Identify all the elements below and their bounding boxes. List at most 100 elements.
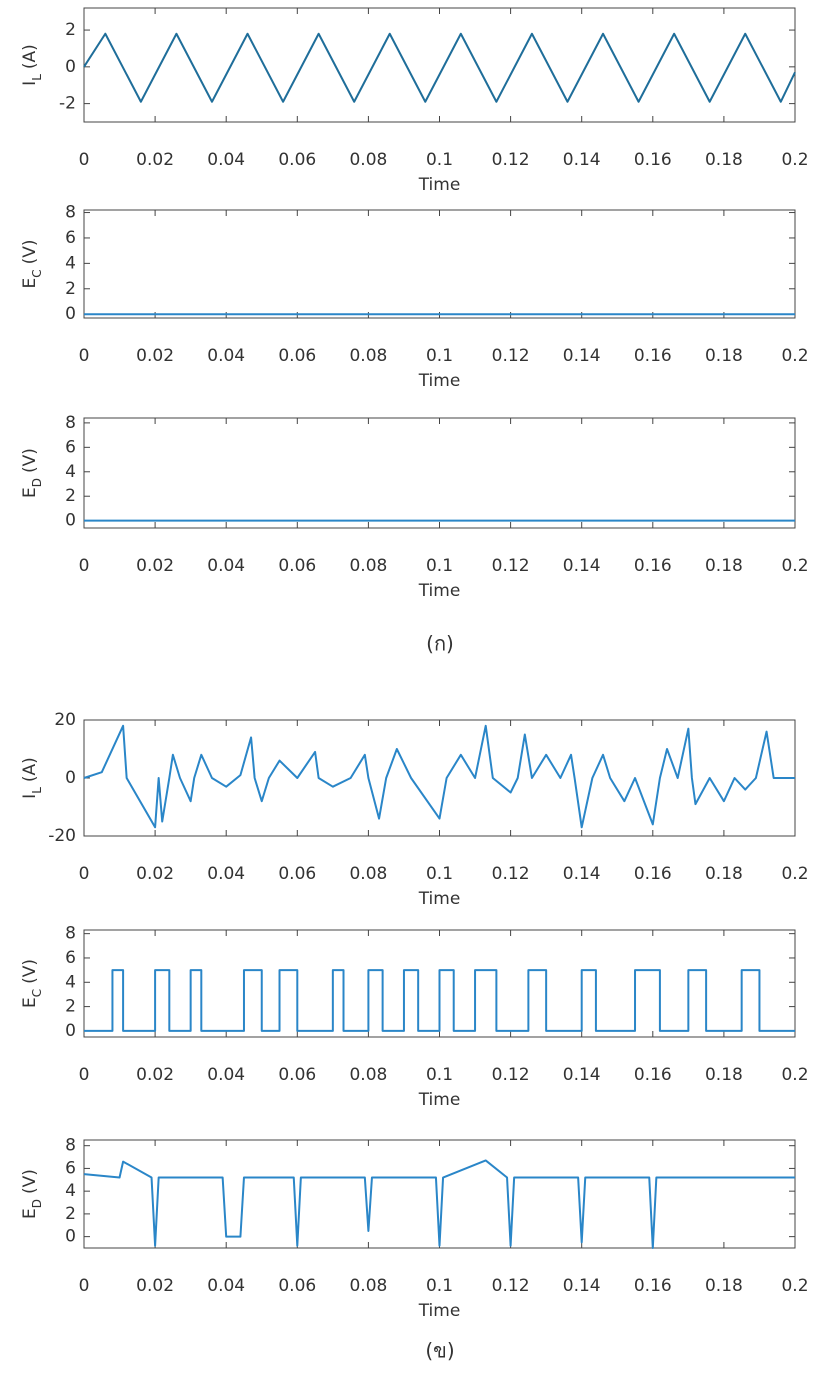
y-label-unit: (V) <box>20 448 40 473</box>
y-axis-label: EC (V) <box>20 239 44 288</box>
y-label-unit: (V) <box>20 239 40 264</box>
x-tick-label: 0.08 <box>349 556 387 576</box>
y-axis-label: ED (V) <box>20 448 44 498</box>
y-tick-label: 4 <box>65 1181 76 1201</box>
y-label-subscript: C <box>30 989 44 997</box>
y-tick-label: 6 <box>65 228 76 248</box>
y-tick-label: 8 <box>65 413 76 433</box>
y-tick-label: 0 <box>65 304 76 324</box>
x-axis-label: Time <box>418 889 461 909</box>
y-tick-label: 0 <box>65 768 76 788</box>
x-tick-label: 0 <box>79 1276 90 1296</box>
y-label-unit: (V) <box>20 1169 40 1194</box>
x-tick-label: 0.02 <box>136 1276 174 1296</box>
x-tick-label: 0.18 <box>705 556 743 576</box>
y-label-subscript: C <box>30 269 44 277</box>
y-label-unit: (A) <box>20 44 40 69</box>
y-label-symbol: E <box>20 1208 40 1219</box>
x-tick-label: 0.14 <box>563 1065 601 1085</box>
y-tick-label: 6 <box>65 948 76 968</box>
x-tick-label: 0.18 <box>705 1276 743 1296</box>
x-tick-label: 0.06 <box>278 864 316 884</box>
x-tick-label: 0.08 <box>349 346 387 366</box>
x-tick-label: 0.2 <box>781 864 808 884</box>
x-tick-label: 0.16 <box>634 1276 672 1296</box>
x-tick-label: 0.16 <box>634 864 672 884</box>
y-tick-label: 6 <box>65 437 76 457</box>
x-tick-label: 0.1 <box>426 864 453 884</box>
x-tick-label: 0.2 <box>781 1065 808 1085</box>
x-tick-label: 0.02 <box>136 346 174 366</box>
x-tick-label: 0 <box>79 346 90 366</box>
x-tick-label: 0.18 <box>705 150 743 170</box>
y-tick-label: 0 <box>65 511 76 531</box>
y-tick-label: 0 <box>65 1021 76 1041</box>
x-tick-label: 0.18 <box>705 346 743 366</box>
x-tick-label: 0 <box>79 556 90 576</box>
x-tick-label: 0.08 <box>349 1065 387 1085</box>
x-tick-label: 0.04 <box>207 1065 245 1085</box>
x-tick-label: 0.18 <box>705 864 743 884</box>
y-tick-label: 8 <box>65 203 76 223</box>
x-tick-label: 0.12 <box>492 864 530 884</box>
y-tick-label: 2 <box>65 279 76 299</box>
plot-area <box>83 417 796 529</box>
x-tick-label: 0.2 <box>781 1276 808 1296</box>
y-tick-label: 8 <box>65 924 76 944</box>
y-label-subscript: D <box>30 1199 44 1208</box>
y-axis-label: IL (A) <box>20 757 44 799</box>
caption: (ข) <box>425 1339 454 1363</box>
x-tick-label: 0.16 <box>634 1065 672 1085</box>
y-tick-label: -20 <box>48 826 76 846</box>
x-tick-label: 0.06 <box>278 556 316 576</box>
x-tick-label: 0.16 <box>634 346 672 366</box>
y-tick-label: 4 <box>65 462 76 482</box>
x-tick-label: 0.08 <box>349 864 387 884</box>
data-line <box>83 1159 795 1249</box>
x-tick-label: 0.04 <box>207 150 245 170</box>
y-label-symbol: I <box>20 794 40 799</box>
y-tick-label: 20 <box>54 710 76 730</box>
x-tick-label: 0 <box>79 864 90 884</box>
plot-area <box>83 209 796 319</box>
x-axis-label: Time <box>418 175 461 195</box>
x-tick-label: 0.12 <box>492 556 530 576</box>
x-tick-label: 0.14 <box>563 1276 601 1296</box>
x-tick-label: 0.12 <box>492 1065 530 1085</box>
y-label-symbol: E <box>20 997 40 1008</box>
x-tick-label: 0.12 <box>492 346 530 366</box>
x-axis-label: Time <box>418 1301 461 1321</box>
x-tick-label: 0.18 <box>705 1065 743 1085</box>
plot-area <box>83 7 796 123</box>
x-tick-label: 0.2 <box>781 150 808 170</box>
y-label-symbol: E <box>20 278 40 289</box>
x-tick-label: 0.14 <box>563 556 601 576</box>
y-axis-label: IL (A) <box>20 44 44 86</box>
x-tick-label: 0.12 <box>492 1276 530 1296</box>
x-axis-label: Time <box>418 371 461 391</box>
x-tick-label: 0 <box>79 150 90 170</box>
x-tick-label: 0.06 <box>278 346 316 366</box>
y-label-unit: (V) <box>20 959 40 984</box>
y-tick-label: 0 <box>65 1227 76 1247</box>
y-axis-label: EC (V) <box>20 959 44 1008</box>
x-tick-label: 0.02 <box>136 864 174 884</box>
x-axis-label: Time <box>418 581 461 601</box>
x-tick-label: 0.14 <box>563 864 601 884</box>
y-tick-label: 8 <box>65 1136 76 1156</box>
y-tick-label: 2 <box>65 1204 76 1224</box>
x-tick-label: 0.14 <box>563 346 601 366</box>
x-tick-label: 0.04 <box>207 864 245 884</box>
x-tick-label: 0.1 <box>426 1065 453 1085</box>
x-tick-label: 0.14 <box>563 150 601 170</box>
y-tick-label: 6 <box>65 1158 76 1178</box>
y-tick-label: -2 <box>59 94 76 114</box>
y-tick-label: 2 <box>65 20 76 40</box>
y-axis-label: ED (V) <box>20 1169 44 1219</box>
x-tick-label: 0.02 <box>136 556 174 576</box>
x-axis-label: Time <box>418 1090 461 1110</box>
caption: (ก) <box>426 632 454 656</box>
y-label-subscript: L <box>30 74 44 81</box>
